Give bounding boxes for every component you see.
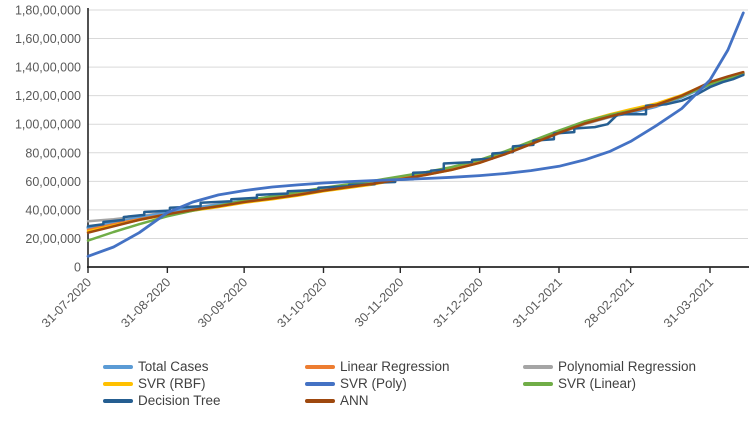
legend-swatch-svr-poly-icon [305,381,335,386]
covid-forecast-line-chart: 0 20,00,000 40,00,000 60,00,000 80,00,000 1,0… [15,4,749,330]
legend-swatch-ann-icon [305,398,335,403]
x-axis-tick-label: 30-09-2020 [195,275,250,330]
legend-label: Polynomial Regression [558,358,697,374]
legend-item-ann: ANN [305,393,523,409]
y-axis-tick-label: 1,60,00,000 [15,32,81,46]
y-axis-tick-label: 1,20,00,000 [15,89,81,103]
legend-item-svr-linear: SVR (Linear) [523,376,749,392]
legend-item-svr-rbf: SVR (RBF) [103,376,305,392]
y-axis-tick-label: 80,00,000 [25,146,81,160]
series-line-polynomial-regression [86,73,745,223]
legend-item-polynomial-regression: Polynomial Regression [523,359,749,375]
y-axis-tick-label: 1,40,00,000 [15,61,81,75]
y-axis-tick-label: 40,00,000 [25,203,81,217]
x-axis-tick-label: 30-11-2020 [352,275,406,329]
y-axis-tick-label: 0 [74,261,81,275]
series-line-svr-poly [86,11,745,258]
y-axis-tick-label: 1,00,00,000 [15,118,81,132]
x-axis-tick-label: 31-08-2020 [118,275,173,330]
legend-swatch-decision-tree-icon [103,398,133,403]
legend-item-total-cases: Total Cases [103,359,305,375]
legend-item-linear-regression: Linear Regression [305,359,523,375]
series-line-ann [86,70,745,234]
x-axis-tick-label: 31-01-2021 [510,275,565,330]
legend-swatch-linear-regression-icon [305,364,335,369]
legend-swatch-total-cases-icon [103,364,133,369]
y-axis-tick-label: 60,00,000 [25,175,81,189]
legend-swatch-polynomial-regression-icon [523,364,553,369]
x-axis-tick-label: 31-03-2021 [661,275,716,330]
legend-item-decision-tree: Decision Tree [103,393,305,409]
legend-label: Decision Tree [138,392,221,408]
x-axis-tick-label: 31-12-2020 [431,275,486,330]
legend-swatch-svr-rbf-icon [103,381,133,386]
legend-item-svr-poly: SVR (Poly) [305,376,523,392]
legend-label: SVR (Linear) [558,375,637,391]
y-axis-tick-label: 1,80,00,000 [15,4,81,18]
legend-label: SVR (RBF) [138,375,206,391]
x-axis-tick-label: 31-07-2020 [39,275,94,330]
y-axis-tick-label: 20,00,000 [25,232,81,246]
legend-label: SVR (Poly) [340,375,407,391]
x-axis-tick-label: 28-02-2021 [582,275,637,330]
x-axis-tick-label: 31-10-2020 [274,275,329,330]
chart-legend: Total Cases Linear Regression Polynomial R… [103,358,749,409]
series-line-svr-linear [86,73,745,242]
legend-label: Linear Regression [340,358,450,374]
legend-label: ANN [340,392,369,408]
legend-swatch-svr-linear-icon [523,381,553,386]
legend-label: Total Cases [138,358,209,374]
